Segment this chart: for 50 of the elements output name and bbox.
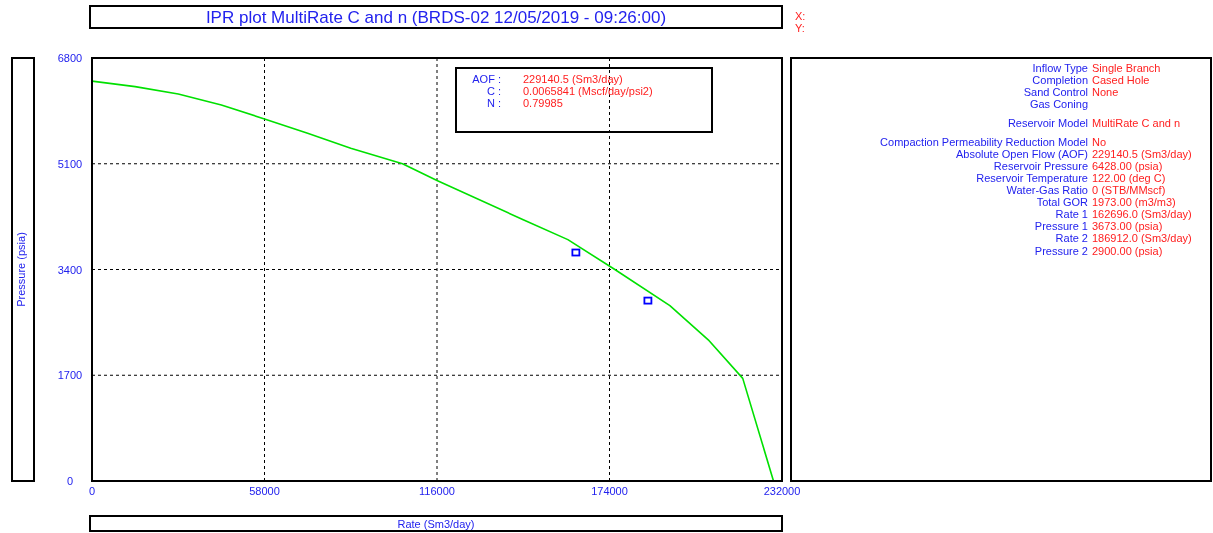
text: Pressure 1 [1034, 220, 1088, 232]
text: 122.00 (deg C) [1092, 172, 1166, 184]
y-tick-label: 5100 [57, 157, 83, 170]
text: No [1092, 136, 1107, 148]
x-tick-label: 0 [88, 485, 96, 497]
text: Rate 2 [1055, 232, 1088, 244]
annotation: 0.79985 [523, 97, 563, 109]
text: Single Branch [1092, 62, 1161, 74]
y-tick-label: 0 [66, 475, 74, 487]
text: 229140.5 (Sm3/day) [1092, 148, 1192, 160]
text: 2900.00 (psia) [1092, 245, 1163, 257]
text: 186912.0 (Sm3/day) [1092, 232, 1192, 244]
annotation: N : [486, 97, 501, 109]
text: Reservoir Model [1007, 117, 1088, 129]
x-tick-label: 174000 [591, 485, 628, 497]
annotation: C : [486, 85, 501, 97]
text: 162696.0 (Sm3/day) [1092, 208, 1192, 220]
text: Gas Coning [1029, 98, 1088, 110]
text: Rate 1 [1055, 208, 1088, 220]
y-tick-label: 1700 [57, 369, 83, 382]
text: Reservoir Pressure [993, 160, 1088, 172]
x-axis-title: Rate (Sm3/day) [397, 518, 475, 530]
annotation: 0.0065841 (Mscf/day/psi2) [523, 85, 653, 97]
text: Sand Control [1023, 86, 1088, 98]
text: Total GOR [1036, 196, 1089, 208]
annotation: 229140.5 (Sm3/day) [523, 73, 623, 85]
y-tick-label: 3400 [57, 263, 83, 276]
text: Water-Gas Ratio [1006, 184, 1088, 196]
text: X: [795, 10, 806, 22]
x-tick-label: 232000 [763, 485, 801, 497]
y-axis-title: Pressure (psia) [15, 232, 27, 307]
text: Completion [1032, 74, 1088, 86]
text: 0 (STB/MMscf) [1092, 184, 1166, 196]
text: Compaction Permeability Reduction Model [880, 136, 1088, 148]
text: Cased Hole [1092, 74, 1150, 86]
text: Absolute Open Flow (AOF) [955, 148, 1088, 160]
annotation: AOF : [472, 73, 501, 85]
text: MultiRate C and n [1092, 117, 1181, 129]
y-tick-label: 6800 [57, 52, 83, 64]
text: 1973.00 (m3/m3) [1092, 196, 1176, 208]
text: Inflow Type [1032, 62, 1088, 74]
chart-title: IPR plot MultiRate C and n (BRDS-02 12/05/2019 - 09:26:00) [205, 8, 667, 27]
text: 6428.00 (psia) [1092, 160, 1163, 172]
text: Y: [795, 22, 805, 34]
text: 3673.00 (psia) [1092, 220, 1163, 232]
x-tick-label: 58000 [249, 485, 280, 497]
text: Pressure 2 [1034, 245, 1088, 257]
text: Reservoir Temperature [976, 172, 1088, 184]
x-tick-label: 116000 [419, 485, 455, 497]
text: None [1092, 86, 1119, 98]
